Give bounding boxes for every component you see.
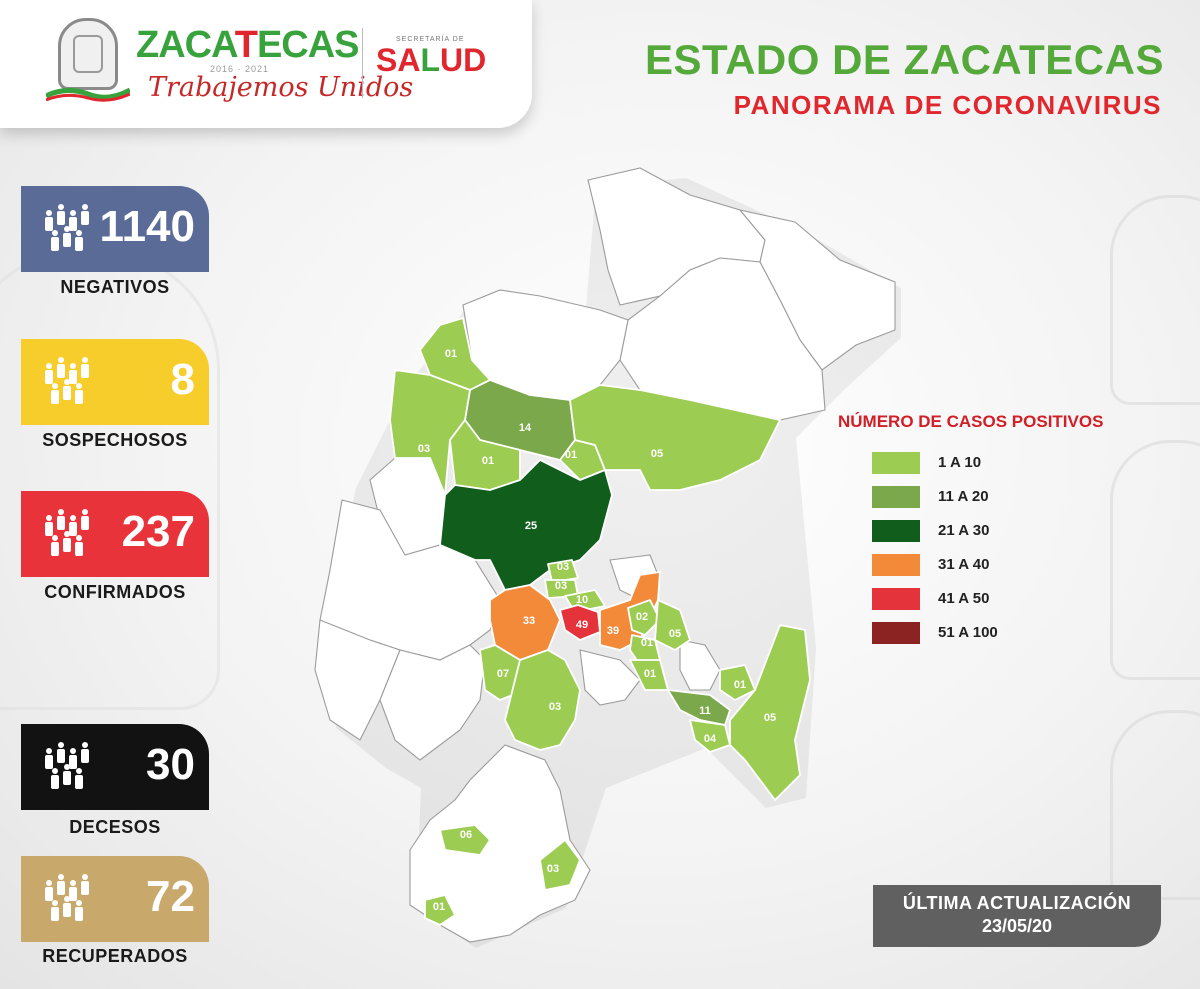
municipality-case-label: 05 [669, 628, 681, 640]
map-labels: 01 14 03 01 01 05 25 03 03 10 33 49 39 02 05 01 01 07 03 01… [418, 348, 776, 913]
people-icon [45, 509, 89, 556]
legend-swatch [872, 554, 920, 576]
brand-title: ZACATECAS [136, 24, 360, 66]
municipality-case-label: 07 [497, 668, 509, 680]
last-update-date: 23/05/20 [981, 916, 1053, 936]
legend-swatch [872, 622, 920, 644]
legend-swatch [872, 520, 920, 542]
municipality [439, 824, 491, 856]
municipality-case-label: 06 [460, 829, 472, 841]
municipality-case-label: 39 [607, 625, 619, 637]
municipality-case-label: 01 [565, 449, 577, 461]
municipality-case-label: 11 [699, 705, 711, 717]
municipality-case-label: 03 [547, 863, 559, 875]
municipality-case-label: 01 [433, 901, 445, 913]
watermark-seal [1110, 195, 1200, 405]
stat-value: 8 [170, 355, 195, 404]
legend-swatch [872, 588, 920, 610]
brand-tagline: Trabajemos Unidos [148, 72, 414, 103]
stat-card-recuperados: 72 [21, 856, 209, 942]
municipality [547, 559, 579, 583]
stat-value: 1140 [99, 202, 195, 251]
stat-card-negativos: 1140 [21, 186, 209, 272]
municipality-case-label: 25 [525, 520, 537, 532]
municipality-case-label: 49 [576, 619, 588, 631]
people-icon [45, 742, 89, 789]
stat-label: NEGATIVOS [60, 277, 170, 297]
municipality-case-label: 01 [445, 348, 457, 360]
municipality [439, 459, 613, 591]
stat-card-decesos: 30 [21, 724, 209, 810]
municipality-case-label: 05 [764, 712, 776, 724]
stat-label: SOSPECHOSOS [42, 430, 188, 450]
people-icon [45, 874, 89, 921]
state-seal-logo [58, 18, 118, 90]
municipality [719, 664, 756, 701]
last-update-box: ÚLTIMA ACTUALIZACIÓN 23/05/20 [873, 885, 1161, 947]
salud-subtitle: SECRETARÍA DE [396, 36, 465, 43]
municipality-case-label: 01 [641, 637, 653, 649]
stat-label: RECUPERADOS [42, 946, 188, 966]
legend-title: NÚMERO DE CASOS POSITIVOS [838, 412, 1104, 431]
legend-swatch [872, 486, 920, 508]
municipality [504, 649, 581, 751]
last-update-label: ÚLTIMA ACTUALIZACIÓN [902, 893, 1132, 913]
municipality-case-label: 01 [734, 679, 746, 691]
municipality [489, 584, 561, 661]
municipality [569, 384, 781, 491]
municipality-case-label: 03 [557, 561, 569, 573]
legend-label: 11 A 20 [938, 488, 989, 505]
municipality-case-label: 01 [644, 668, 656, 680]
municipality-case-label: 03 [418, 443, 430, 455]
brand-years: 2016 · 2021 [210, 64, 270, 74]
stat-value: 30 [146, 740, 195, 789]
map-municipalities-with-cases [389, 317, 811, 926]
salud-logo: SALUD [376, 42, 487, 78]
municipality-case-label: 03 [549, 701, 561, 713]
header-divider [362, 28, 363, 98]
stat-label: DECESOS [69, 817, 161, 837]
municipality [689, 719, 731, 753]
municipality-case-label: 10 [576, 594, 588, 606]
legend-label: 51 A 100 [938, 624, 998, 641]
page-title: ESTADO DE ZACATECAS [645, 36, 1164, 83]
stat-label: CONFIRMADOS [44, 582, 186, 602]
municipality-case-label: 04 [704, 733, 717, 745]
municipality [539, 839, 581, 891]
legend-label: 1 A 10 [938, 454, 982, 471]
legend-label: 21 A 30 [938, 522, 990, 539]
municipality [627, 599, 661, 636]
stat-card-confirmados: 237 [21, 491, 209, 577]
legend-swatch [872, 452, 920, 474]
municipality-case-label: 01 [482, 455, 494, 467]
legend-label: 31 A 40 [938, 556, 990, 573]
stat-value: 237 [121, 507, 195, 556]
ribbon-logo [46, 87, 130, 102]
legend-label: 41 A 50 [938, 590, 990, 607]
map-municipalities-no-cases [314, 167, 896, 943]
people-icon [45, 204, 89, 251]
municipality-case-label: 33 [523, 615, 535, 627]
stat-card-sospechosos: 8 [21, 339, 209, 425]
stat-value: 72 [146, 872, 195, 921]
municipality-case-label: 05 [651, 448, 663, 460]
header-card: ZACATECAS 2016 · 2021 Trabajemos Unidos … [0, 0, 532, 128]
people-icon [45, 357, 89, 404]
municipality [389, 369, 471, 496]
page-subtitle: PANORAMA DE CORONAVIRUS [733, 90, 1162, 120]
municipality-case-label: 14 [519, 422, 532, 434]
municipality [424, 894, 456, 926]
municipality [654, 599, 691, 651]
municipality [729, 624, 811, 801]
watermark-seal [1110, 440, 1200, 680]
municipality-case-label: 03 [555, 580, 567, 592]
municipality-case-label: 02 [636, 611, 648, 623]
